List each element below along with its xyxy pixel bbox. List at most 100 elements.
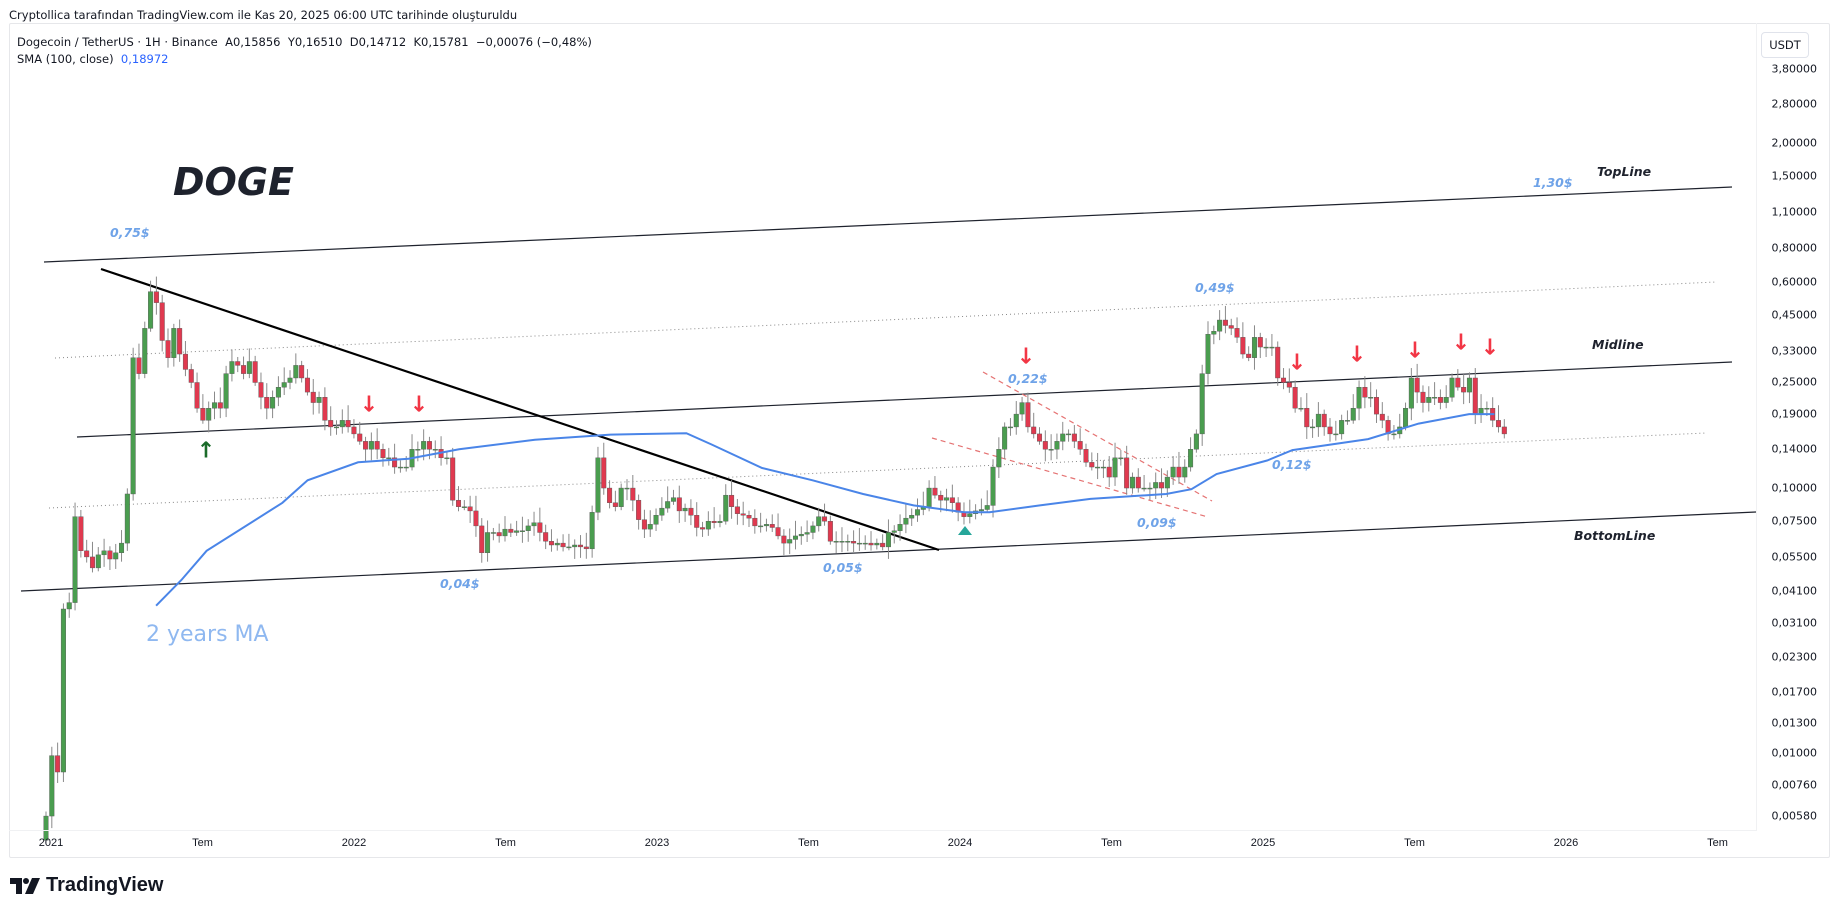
candle-up[interactable] <box>334 426 340 429</box>
candle-up[interactable] <box>1443 397 1449 403</box>
candle-up[interactable] <box>514 530 520 533</box>
candle-down[interactable] <box>363 441 369 450</box>
candle-down[interactable] <box>583 546 589 550</box>
candle-up[interactable] <box>1368 397 1374 399</box>
candle-down[interactable] <box>601 457 607 489</box>
candle-down[interactable] <box>1037 433 1043 442</box>
candle-down[interactable] <box>1373 397 1379 415</box>
candle-down[interactable] <box>1246 353 1252 358</box>
candle-up[interactable] <box>211 402 217 409</box>
candle-down[interactable] <box>851 541 857 544</box>
price-axis[interactable]: 3,80000 2,80000 2,00000 1,50000 1,10000 0,800… <box>1756 23 1829 831</box>
candle-up[interactable] <box>990 466 996 506</box>
candle-up[interactable] <box>996 449 1002 468</box>
candle-down[interactable] <box>560 542 566 548</box>
legend-symbol-row[interactable]: Dogecoin / TetherUS · 1H · Binance A0,15… <box>17 34 592 51</box>
candle-down[interactable] <box>1472 377 1478 415</box>
tradingview-logo[interactable]: TradingView <box>10 874 163 897</box>
lower-dotted-line[interactable] <box>48 432 1707 509</box>
candle-down[interactable] <box>537 522 543 533</box>
candle-down[interactable] <box>200 407 206 421</box>
candle-up[interactable] <box>1403 407 1409 428</box>
legend-sma-row[interactable]: SMA (100, close) 0,18972 <box>17 51 592 68</box>
candle-up[interactable] <box>1484 407 1490 410</box>
candle-up[interactable] <box>915 509 921 516</box>
candle-up[interactable] <box>798 533 804 537</box>
candle-up[interactable] <box>397 466 403 469</box>
candle-up[interactable] <box>1048 449 1054 451</box>
candle-down[interactable] <box>781 535 787 544</box>
candle-up[interactable] <box>897 524 903 531</box>
candle-up[interactable] <box>461 506 467 508</box>
candle-up[interactable] <box>1100 466 1106 469</box>
candle-up[interactable] <box>1315 413 1321 428</box>
candle-up[interactable] <box>293 365 299 379</box>
candle-down[interactable] <box>1124 457 1130 489</box>
candle-down[interactable] <box>299 365 305 379</box>
candle-up[interactable] <box>1310 426 1316 429</box>
candle-up[interactable] <box>1449 377 1455 398</box>
candle-up[interactable] <box>1408 377 1414 409</box>
candle-down[interactable] <box>217 402 223 409</box>
candle-up[interactable] <box>1339 420 1345 435</box>
candle-down[interactable] <box>1455 377 1461 388</box>
candle-up[interactable] <box>142 328 148 374</box>
candle-up[interactable] <box>1298 407 1304 410</box>
candle-down[interactable] <box>1437 397 1443 403</box>
candle-down[interactable] <box>932 487 938 496</box>
candle-down[interactable] <box>1281 377 1287 383</box>
candle-up[interactable] <box>1251 337 1257 358</box>
candle-down[interactable] <box>153 291 159 303</box>
candle-up[interactable] <box>816 516 822 527</box>
candle-down[interactable] <box>769 524 775 528</box>
candle-up[interactable] <box>502 528 508 537</box>
candle-up[interactable] <box>1205 334 1211 374</box>
candle-down[interactable] <box>1025 402 1031 428</box>
candle-down[interactable] <box>1304 407 1310 428</box>
candle-up[interactable] <box>368 441 374 450</box>
candle-down[interactable] <box>949 497 955 503</box>
candle-up[interactable] <box>618 487 624 507</box>
candle-up[interactable] <box>525 525 531 531</box>
candle-down[interactable] <box>235 361 241 366</box>
candle-down[interactable] <box>1159 482 1165 489</box>
candle-down[interactable] <box>1077 441 1083 450</box>
candle-down[interactable] <box>450 457 456 501</box>
candle-up[interactable] <box>787 539 793 544</box>
candle-down[interactable] <box>636 499 642 520</box>
candle-down[interactable] <box>938 494 944 501</box>
candle-up[interactable] <box>891 530 897 533</box>
candle-up[interactable] <box>659 507 665 516</box>
candle-up[interactable] <box>1147 487 1153 490</box>
candle-up[interactable] <box>1019 402 1025 415</box>
candle-down[interactable] <box>473 510 479 527</box>
candle-down[interactable] <box>1292 386 1298 409</box>
candle-up[interactable] <box>1129 476 1135 489</box>
time-axis[interactable]: 2021 Tem 2022 Tem 2023 Tem 2024 Tem 2025 Tem 2026 T… <box>9 830 1756 857</box>
candle-down[interactable] <box>380 449 386 459</box>
candle-up[interactable] <box>670 497 676 502</box>
candle-up[interactable] <box>1066 433 1072 436</box>
candle-down[interactable] <box>1106 466 1112 478</box>
candle-down[interactable] <box>78 516 84 552</box>
candle-down[interactable] <box>752 517 758 527</box>
red-channel-upper[interactable] <box>982 371 1213 502</box>
candle-up[interactable] <box>130 357 136 495</box>
candle-up[interactable] <box>1269 346 1275 349</box>
candle-up[interactable] <box>1356 386 1362 409</box>
candle-up[interactable] <box>339 420 345 428</box>
candle-up[interactable] <box>1350 407 1356 421</box>
candle-down[interactable] <box>1362 386 1368 398</box>
candle-up[interactable] <box>862 542 868 545</box>
candle-up[interactable] <box>72 516 78 603</box>
midline-trendline[interactable] <box>76 361 1733 438</box>
candle-down[interactable] <box>165 340 171 358</box>
candle-down[interactable] <box>775 527 781 537</box>
candle-down[interactable] <box>1461 386 1467 393</box>
candle-up[interactable] <box>519 530 525 532</box>
candle-down[interactable] <box>630 487 636 501</box>
candle-up[interactable] <box>763 524 769 527</box>
candle-down[interactable] <box>1042 441 1048 450</box>
candle-down[interactable] <box>1071 433 1077 442</box>
candle-up[interactable] <box>1054 441 1060 450</box>
